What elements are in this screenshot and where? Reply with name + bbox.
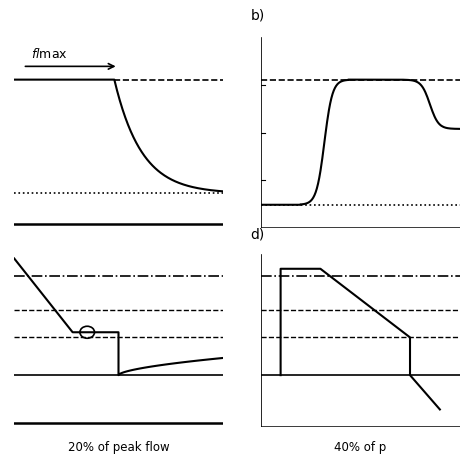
- Text: 20% of peak flow: 20% of peak flow: [68, 441, 169, 454]
- Text: 40% of p: 40% of p: [334, 441, 386, 454]
- Text: $\mathit{fl}$max: $\mathit{fl}$max: [31, 46, 68, 61]
- Text: b): b): [251, 9, 265, 22]
- Text: d): d): [251, 227, 265, 241]
